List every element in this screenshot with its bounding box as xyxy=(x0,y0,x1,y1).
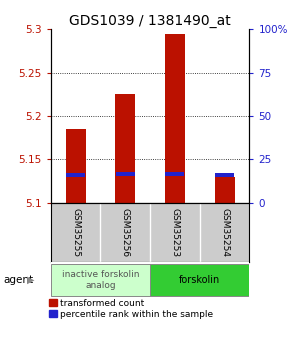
Bar xyxy=(66,173,85,177)
Text: GSM35253: GSM35253 xyxy=(171,208,180,257)
Text: inactive forskolin
analog: inactive forskolin analog xyxy=(62,270,139,289)
Legend: transformed count, percentile rank within the sample: transformed count, percentile rank withi… xyxy=(50,298,213,319)
Bar xyxy=(215,177,235,203)
Bar xyxy=(166,172,184,176)
Title: GDS1039 / 1381490_at: GDS1039 / 1381490_at xyxy=(69,14,231,28)
Bar xyxy=(116,172,135,176)
Text: GSM35256: GSM35256 xyxy=(121,208,130,257)
Text: GSM35254: GSM35254 xyxy=(220,208,229,257)
Bar xyxy=(215,173,234,177)
Text: ▶: ▶ xyxy=(27,275,34,285)
Bar xyxy=(66,129,86,203)
Bar xyxy=(115,94,135,203)
Bar xyxy=(51,264,150,296)
Text: agent: agent xyxy=(3,275,33,285)
Bar xyxy=(150,264,249,296)
Text: forskolin: forskolin xyxy=(179,275,220,285)
Bar xyxy=(165,34,185,203)
Text: GSM35255: GSM35255 xyxy=(71,208,80,257)
